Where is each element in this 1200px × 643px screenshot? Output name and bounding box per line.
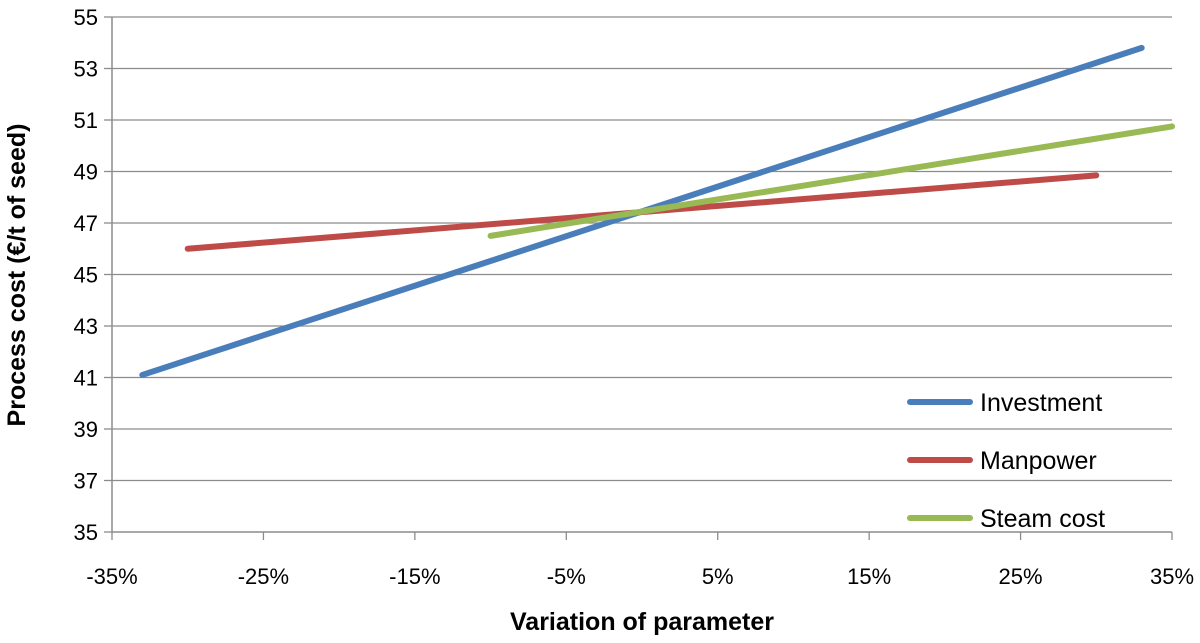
y-tick-label: 49: [74, 160, 98, 185]
x-tick-label: 25%: [999, 564, 1043, 589]
x-tick-label: -35%: [86, 564, 137, 589]
series-lines: [139, 44, 1175, 378]
legend: Investment Manpower Steam cost: [907, 389, 1105, 533]
x-tick-label: -5%: [547, 564, 586, 589]
y-tick-label: 37: [74, 469, 98, 494]
x-tick-label: 35%: [1150, 564, 1194, 589]
y-tick-label: 41: [74, 366, 98, 391]
legend-label-investment: Investment: [980, 389, 1102, 417]
y-tick-label: 35: [74, 520, 98, 545]
legend-label-steam-cost: Steam cost: [980, 505, 1105, 533]
x-tick-label: -25%: [238, 564, 289, 589]
y-tick-label: 47: [74, 211, 98, 236]
y-axis-title: Process cost (€/t of seed): [3, 124, 31, 427]
y-tick-label: 39: [74, 417, 98, 442]
y-tick-label: 45: [74, 263, 98, 288]
legend-label-manpower: Manpower: [980, 447, 1097, 475]
y-tick-label: 43: [74, 314, 98, 339]
x-tick-label: -15%: [389, 564, 440, 589]
axes: [104, 16, 1173, 540]
x-tick-label: 5%: [702, 564, 734, 589]
x-axis-title: Variation of parameter: [510, 608, 774, 636]
y-tick-label: 55: [74, 5, 98, 30]
x-tick-label: 15%: [847, 564, 891, 589]
series-line-steam-cost: [487, 123, 1175, 239]
y-tick-label: 53: [74, 57, 98, 82]
x-tick-labels: -35% -25% -15% -5% 5% 15% 25% 35%: [86, 564, 1194, 589]
y-tick-labels: 35 37 39 41 43 45 47 49 51 53 55: [74, 5, 98, 545]
y-tick-label: 51: [74, 108, 98, 133]
